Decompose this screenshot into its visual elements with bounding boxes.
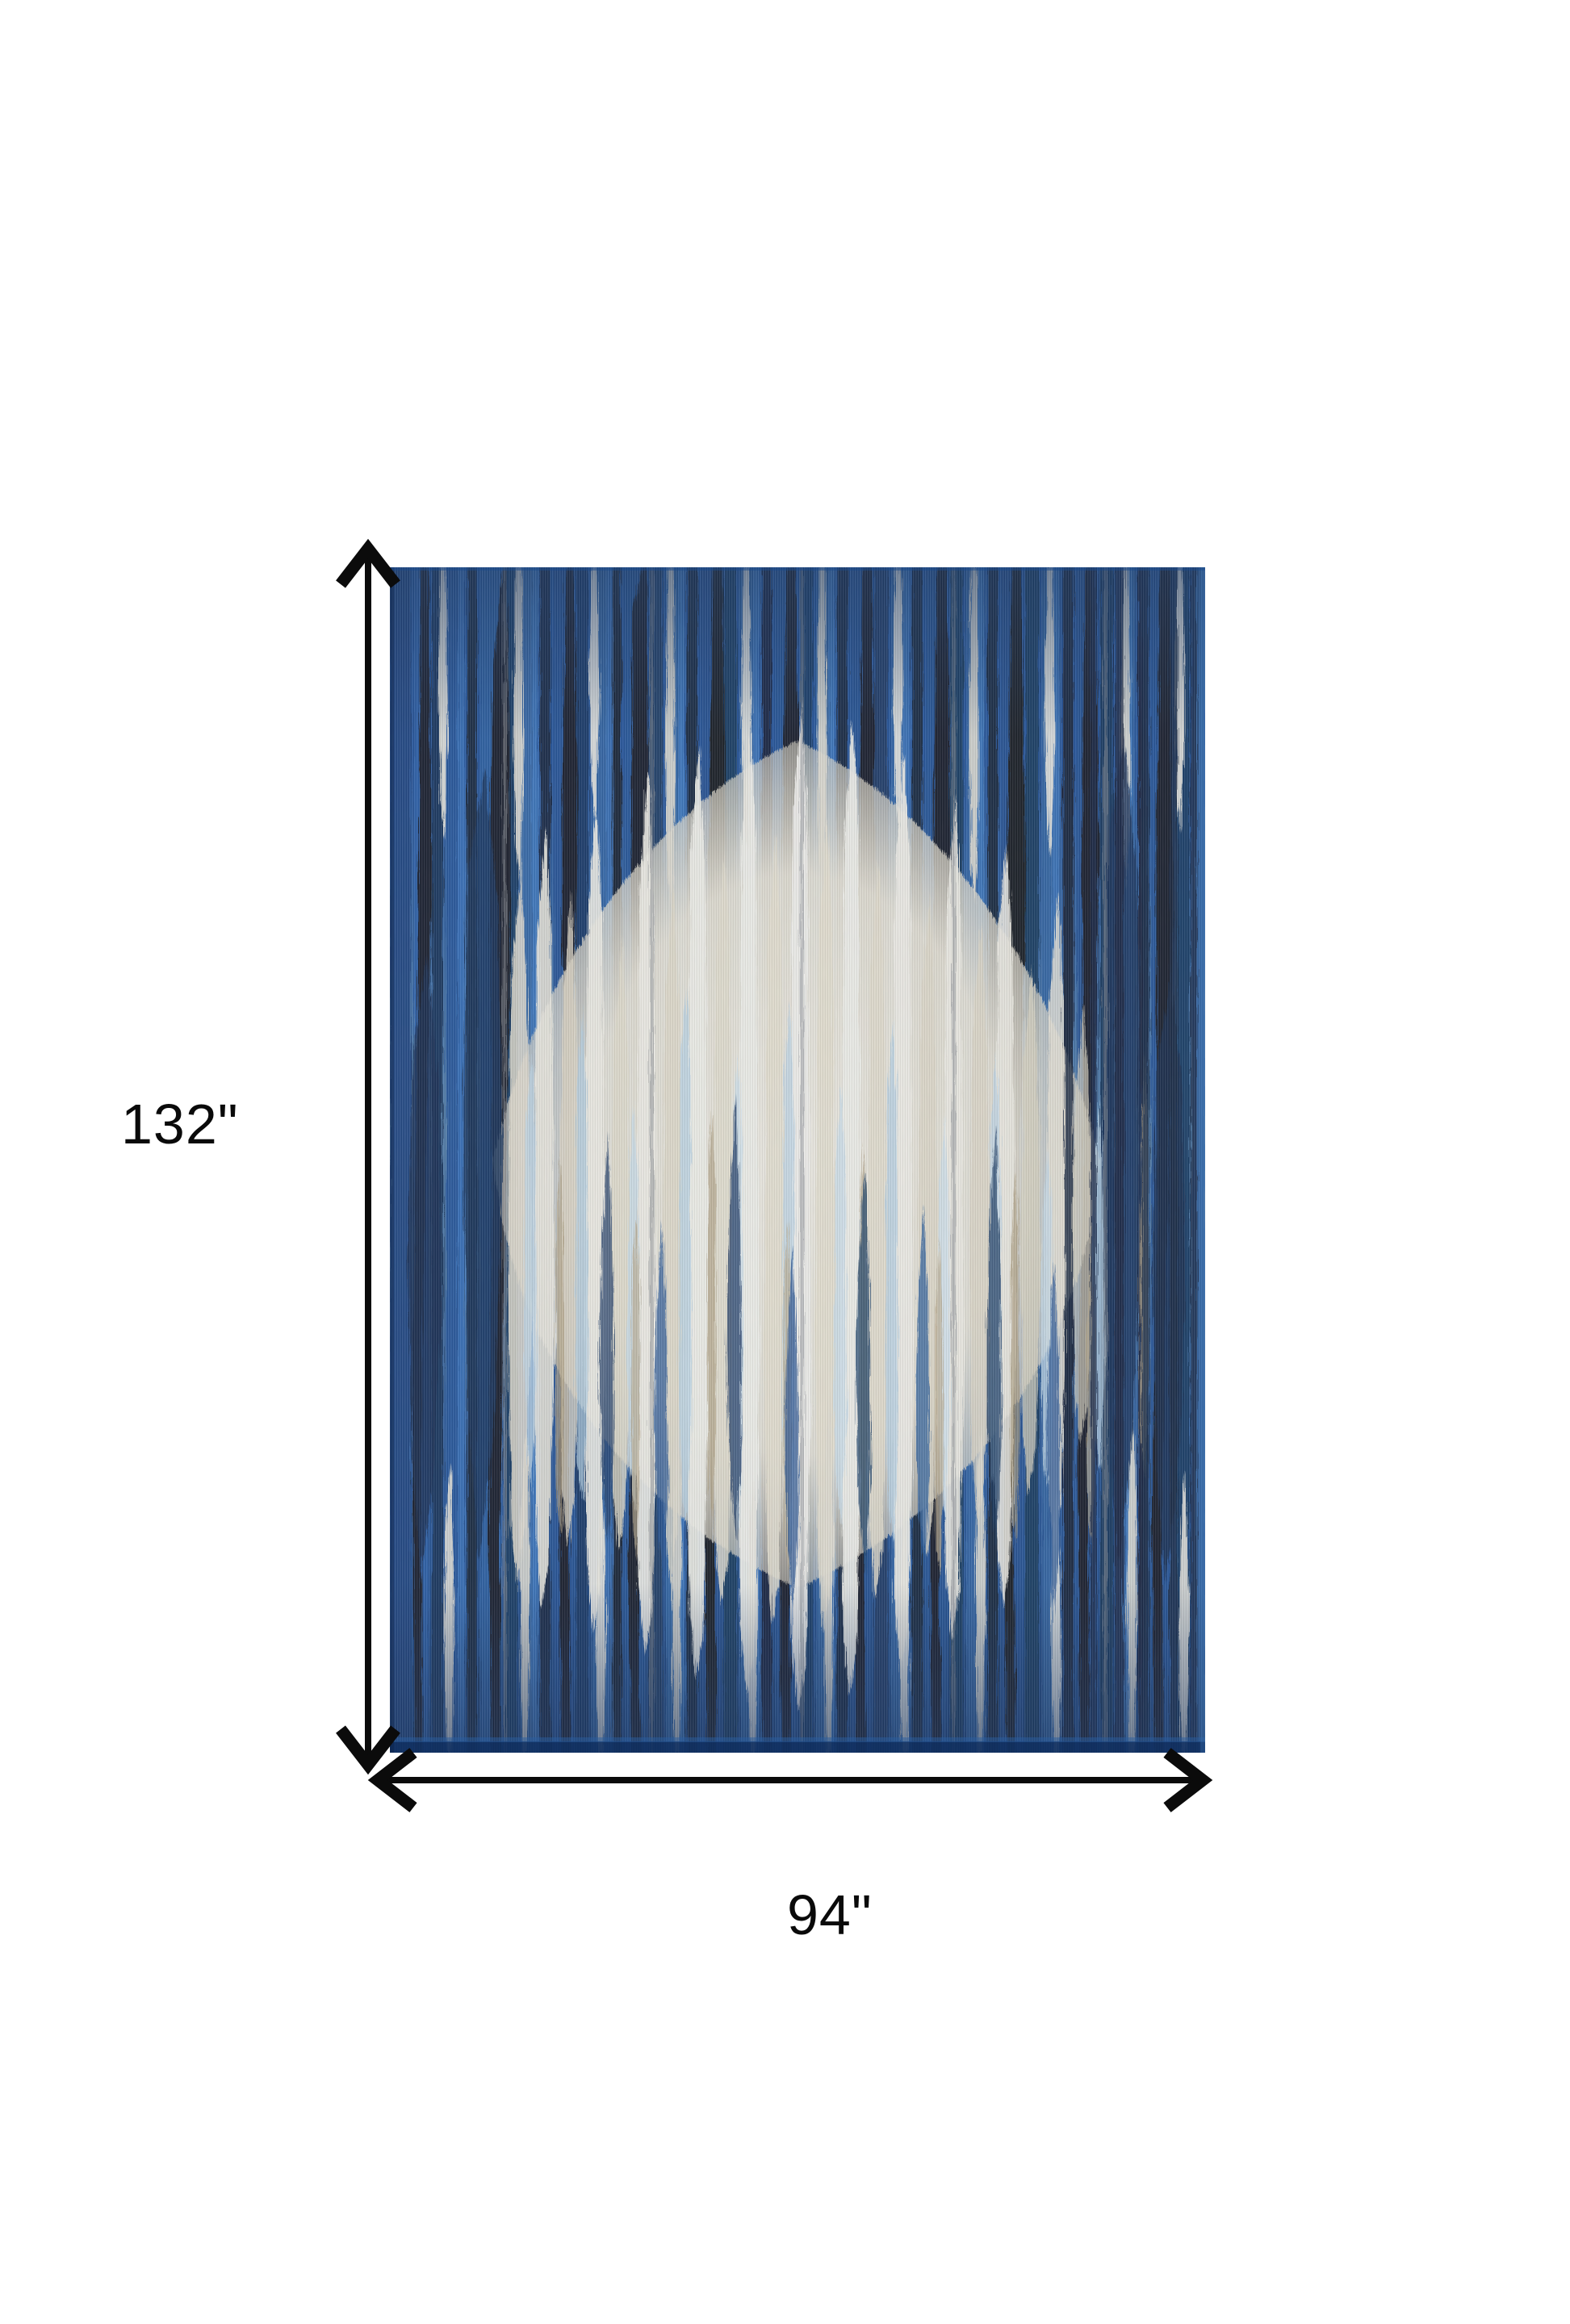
height-dimension-arrow xyxy=(336,538,400,1775)
width-dimension-label: 94" xyxy=(787,1883,873,1946)
rug-product-image xyxy=(390,567,1205,1753)
width-arrow-head-right xyxy=(1163,1748,1213,1812)
rug-artwork-svg xyxy=(390,567,1205,1753)
height-dimension-label: 132" xyxy=(121,1093,239,1156)
width-dimension-arrow xyxy=(367,1748,1213,1812)
height-arrow-head-bottom xyxy=(336,1725,400,1775)
width-arrow-head-left xyxy=(367,1748,417,1812)
height-arrow-head-top xyxy=(336,538,400,588)
